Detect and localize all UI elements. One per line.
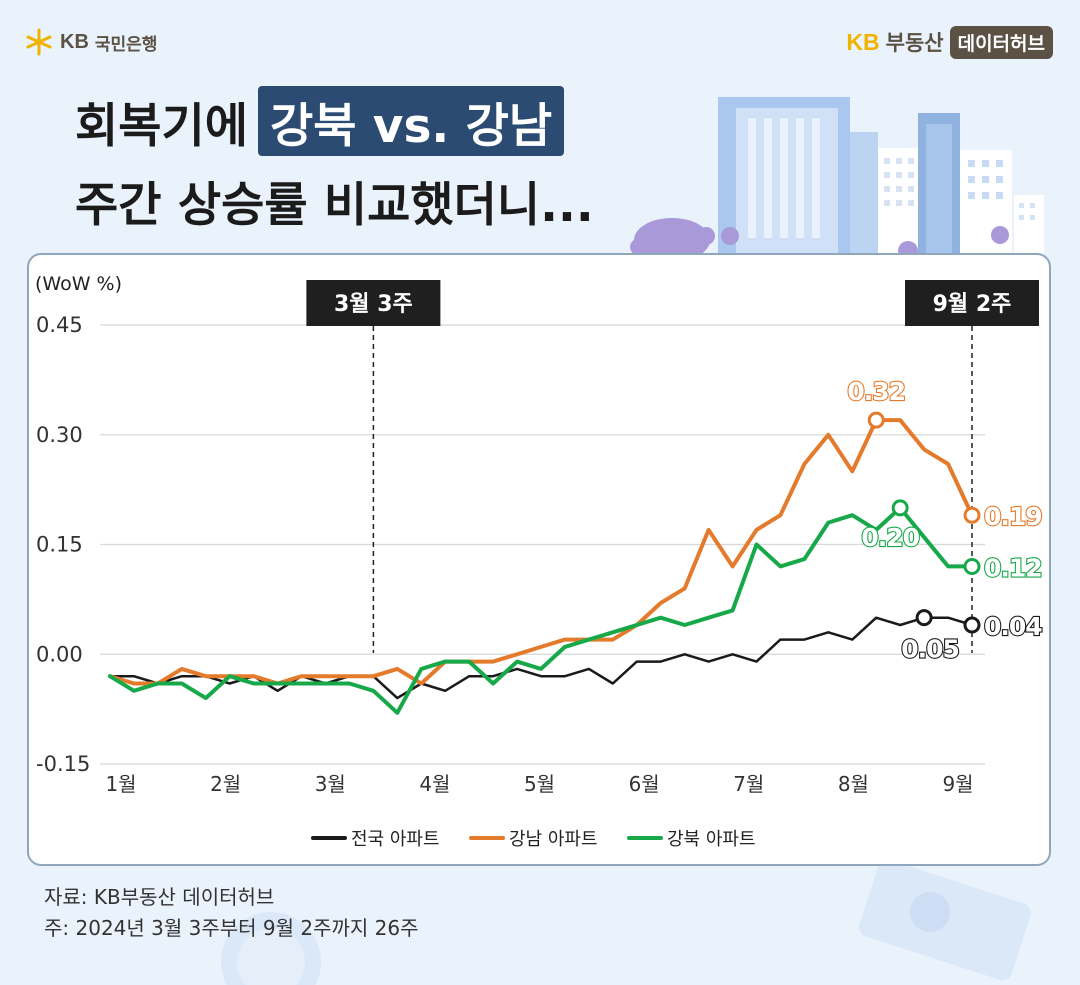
series-lines [108,418,974,715]
annotation-point [963,557,981,575]
page-title-line1: 회복기에 강북 vs. 강남 [75,84,565,158]
source-note: 자료: KB부동산 데이터허브 [44,885,275,909]
annotation-point [891,499,909,517]
data-annotations: 0.32 0.19 0.20 0.12 0.05 0.04 [846,376,1044,665]
x-tick-label: 1월 [105,772,136,796]
x-tick-label: 5월 [524,772,555,796]
series-line [108,616,974,700]
kb-bank-logo: KB 국민은행 [24,27,157,57]
x-tick-label: 2월 [210,772,241,796]
x-axis-ticks: 1월 2월 3월 4월 5월 6월 7월 8월 9월 [105,772,973,796]
y-tick-label: 0.00 [36,642,83,666]
annotation-label: 0.05 [901,635,959,664]
week-markers: 3월 3주 9월 2주 [306,280,1039,653]
x-tick-label: 8월 [838,772,869,796]
kb-realestate-datahub-logo: KB 부동산 데이터허브 [846,25,1053,59]
y-tick-label: 0.15 [36,533,83,557]
legend-label: 강남 아파트 [509,829,598,850]
x-tick-label: 9월 [942,772,973,796]
series-line [108,418,974,686]
annotation-point [963,506,981,524]
bank-name: 국민은행 [94,34,158,55]
x-tick-label: 7월 [733,772,764,796]
kb-logo-text: KB [846,28,880,55]
legend-label: 강북 아파트 [667,829,756,850]
y-tick-label: 0.45 [36,313,83,337]
y-unit-label: (WoW %) [35,273,122,295]
marker-label-box [306,280,441,326]
marker-label: 3월 3주 [334,292,413,317]
annotation-label: 0.19 [984,502,1042,531]
page-title-line2: 주간 상승률 비교했더니... [75,178,594,233]
annotation-point [867,411,885,429]
chart-grid [100,324,985,765]
city-illustration [718,97,1044,255]
y-tick-label: 0.30 [36,423,83,447]
legend-label: 전국 아파트 [351,829,440,850]
x-tick-label: 6월 [629,772,660,796]
title-highlight: 강북 vs. 강남 [257,86,565,156]
title-prefix: 회복기에 [75,98,248,154]
realestate-text: 부동산 [885,31,944,55]
y-tick-label: -0.15 [36,752,90,776]
chart-legend: 전국 아파트 강남 아파트 강북 아파트 [311,829,756,850]
x-tick-label: 4월 [419,772,450,796]
annotation-label: 0.20 [861,523,919,552]
series-line [108,505,974,715]
annotation-label: 0.04 [984,612,1042,641]
x-tick-label: 3월 [315,772,346,796]
marker-label-box [905,280,1039,326]
y-axis-ticks: 0.45 0.30 0.15 0.00 -0.15 [36,313,90,776]
annotation-point [915,609,933,627]
annotation-label: 0.32 [847,377,905,406]
star-icon [26,28,52,56]
annotation-point [963,616,981,634]
datahub-badge: 데이터허브 [949,25,1053,59]
kb-logo-text: KB [60,30,89,53]
annotation-label: 0.12 [984,553,1042,582]
marker-label: 9월 2주 [933,292,1012,317]
period-note: 주: 2024년 3월 3주부터 9월 2주까지 26주 [44,916,419,940]
